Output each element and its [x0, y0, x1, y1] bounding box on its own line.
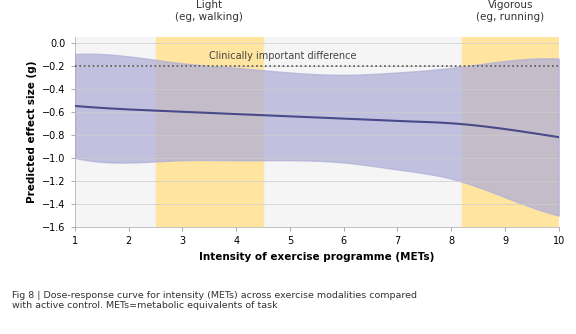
Text: Light
(eg, walking): Light (eg, walking)	[175, 0, 243, 21]
Text: Vigorous
(eg, running): Vigorous (eg, running)	[476, 0, 544, 21]
Y-axis label: Predicted effect size (g): Predicted effect size (g)	[27, 61, 37, 203]
Bar	[462, 37, 559, 227]
Text: Clinically important difference: Clinically important difference	[209, 51, 357, 61]
Text: Fig 8 | Dose-response curve for intensity (METs) across exercise modalities comp: Fig 8 | Dose-response curve for intensit…	[12, 291, 416, 310]
X-axis label: Intensity of exercise programme (METs): Intensity of exercise programme (METs)	[199, 252, 434, 262]
Bar	[156, 37, 263, 227]
